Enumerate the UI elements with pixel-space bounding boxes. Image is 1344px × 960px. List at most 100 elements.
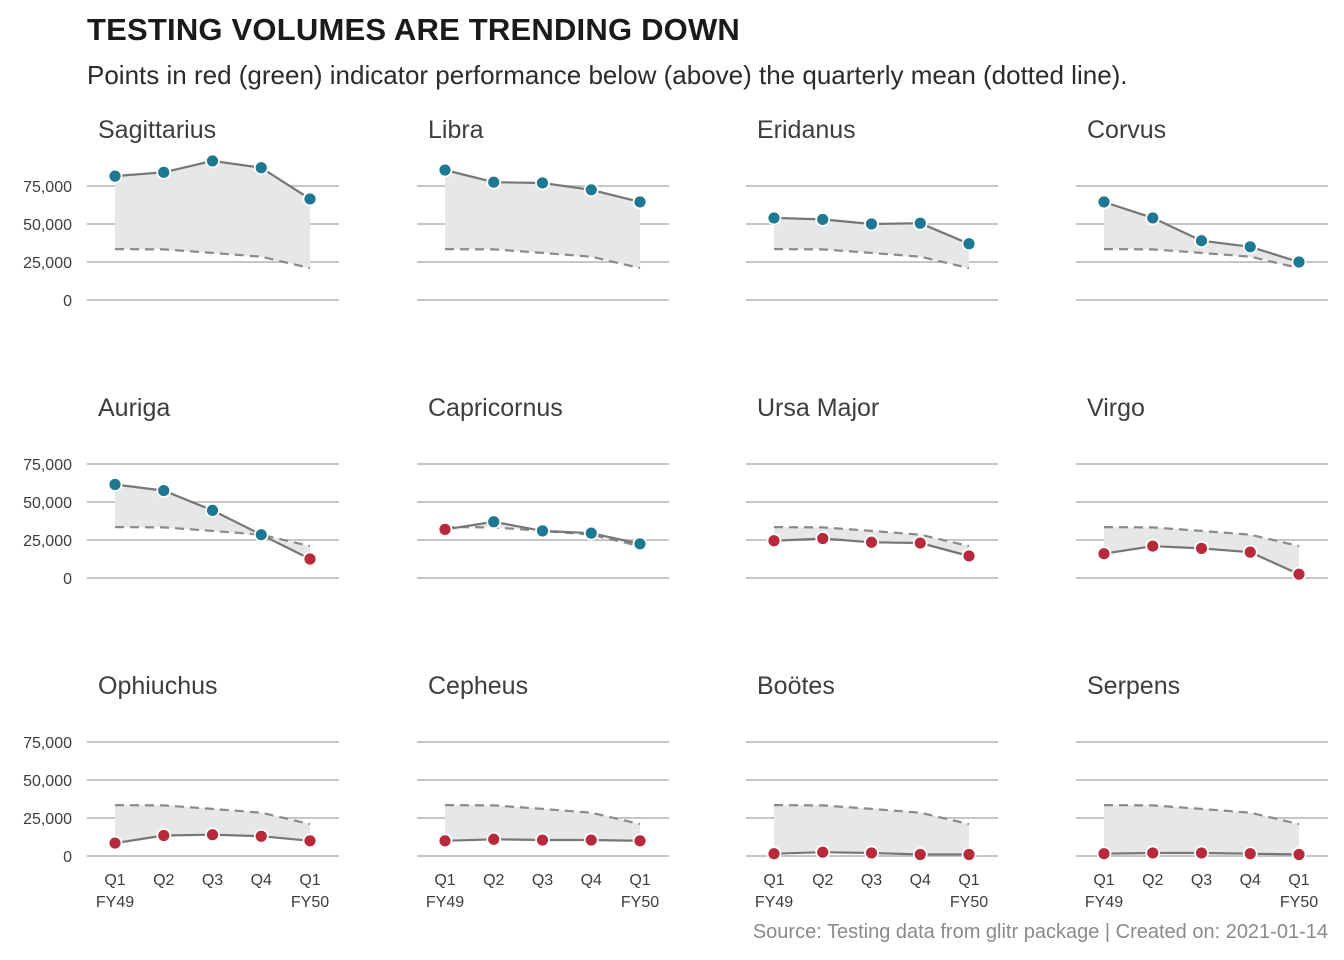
data-point <box>766 846 782 862</box>
data-point <box>156 483 172 499</box>
data-point <box>486 514 502 530</box>
panel-title-corvus: Corvus <box>1087 116 1166 144</box>
data-point <box>437 162 453 178</box>
quarterly-mean-line <box>773 248 970 270</box>
y-tick-label: 0 <box>63 849 72 866</box>
quarterly-mean-line <box>114 804 311 826</box>
x-tick-label: FY50 <box>291 894 329 911</box>
mean-gap-ribbon <box>115 484 310 559</box>
quarterly-mean-line <box>444 804 641 826</box>
data-point <box>912 847 928 862</box>
y-tick-label: 75,000 <box>23 735 72 752</box>
data-point <box>583 832 599 848</box>
data-point <box>1194 233 1209 249</box>
data-point <box>1242 846 1258 862</box>
data-point <box>815 212 831 227</box>
x-tick-label: Q3 <box>1191 872 1212 889</box>
y-tick-label: 75,000 <box>23 457 72 474</box>
chart-title: TESTING VOLUMES ARE TRENDING DOWN <box>87 12 741 47</box>
x-tick-label: Q1 <box>104 872 125 889</box>
data-point <box>1145 538 1161 554</box>
x-tick-label: FY49 <box>1085 894 1123 911</box>
x-tick-label: FY49 <box>96 894 134 911</box>
data-point <box>1096 194 1112 210</box>
y-tick-label: 0 <box>63 293 72 310</box>
data-point <box>156 164 172 180</box>
data-point <box>1194 540 1209 556</box>
source-caption: Source: Testing data from glitr package … <box>752 921 1328 943</box>
data-point <box>912 535 928 551</box>
mean-gap-ribbon <box>115 160 310 269</box>
x-tick-label: Q1 <box>1093 872 1114 889</box>
data-point <box>864 216 879 232</box>
chart-subtitle: Points in red (green) indicator performa… <box>87 60 1128 90</box>
x-tick-label: Q2 <box>812 872 833 889</box>
data-point <box>1242 544 1258 560</box>
x-tick-label: Q2 <box>483 872 504 889</box>
data-point <box>864 845 879 861</box>
data-point <box>961 236 977 252</box>
data-point <box>1194 845 1209 861</box>
x-tick-label: FY50 <box>950 894 988 911</box>
quarterly-mean-line <box>114 248 311 270</box>
panel-title-eridanus: Eridanus <box>757 116 856 144</box>
y-tick-label: 50,000 <box>23 495 72 512</box>
panel-title-ophiuchus: Ophiuchus <box>98 672 218 700</box>
x-tick-label: Q2 <box>153 872 174 889</box>
x-tick-label: FY49 <box>755 894 793 911</box>
x-tick-label: Q3 <box>861 872 882 889</box>
y-tick-label: 50,000 <box>23 773 72 790</box>
data-point <box>583 525 599 541</box>
data-point <box>437 833 453 849</box>
data-point <box>156 828 172 843</box>
x-tick-label: Q4 <box>910 872 931 889</box>
data-point <box>437 521 453 537</box>
data-point <box>1291 847 1307 862</box>
x-tick-label: Q1 <box>299 872 320 889</box>
x-tick-label: Q1 <box>434 872 455 889</box>
data-point <box>1291 254 1307 270</box>
x-tick-label: Q4 <box>581 872 602 889</box>
x-tick-label: Q1 <box>763 872 784 889</box>
panel-title-virgo: Virgo <box>1087 394 1145 422</box>
panel-title-serpens: Serpens <box>1087 672 1180 700</box>
x-tick-label: Q4 <box>251 872 272 889</box>
data-point <box>766 533 782 549</box>
data-point <box>107 835 123 851</box>
data-point <box>302 833 318 849</box>
y-tick-label: 50,000 <box>23 217 72 234</box>
data-point <box>107 477 123 492</box>
x-tick-label: Q4 <box>1240 872 1261 889</box>
data-point <box>766 210 782 226</box>
data-point <box>632 833 648 849</box>
quarterly-mean-line <box>1103 804 1300 826</box>
data-point <box>205 827 220 843</box>
data-point <box>1145 210 1161 226</box>
panel-title-cepheus: Cepheus <box>428 672 528 700</box>
mean-gap-ribbon <box>445 805 640 841</box>
data-point <box>1096 546 1112 562</box>
data-point <box>205 502 220 518</box>
y-tick-label: 75,000 <box>23 179 72 196</box>
data-point <box>815 844 831 860</box>
panel-title-bo-tes: Boötes <box>757 672 835 700</box>
data-point <box>1145 845 1161 861</box>
panel-title-capricornus: Capricornus <box>428 394 563 422</box>
x-tick-label: FY50 <box>621 894 659 911</box>
data-point <box>253 828 269 844</box>
panel-title-auriga: Auriga <box>98 394 170 422</box>
data-point <box>253 160 269 176</box>
quarterly-mean-line <box>1103 526 1300 548</box>
quarterly-mean-line <box>773 804 970 826</box>
data-point <box>253 527 269 543</box>
x-tick-label: Q1 <box>1288 872 1309 889</box>
data-point <box>1242 239 1258 255</box>
x-tick-label: FY50 <box>1280 894 1318 911</box>
x-tick-label: FY49 <box>426 894 464 911</box>
quarterly-mean-line <box>1103 248 1300 270</box>
x-tick-label: Q3 <box>202 872 223 889</box>
y-tick-label: 25,000 <box>23 533 72 550</box>
data-point <box>632 536 648 552</box>
x-tick-label: Q1 <box>958 872 979 889</box>
data-point <box>912 215 928 231</box>
